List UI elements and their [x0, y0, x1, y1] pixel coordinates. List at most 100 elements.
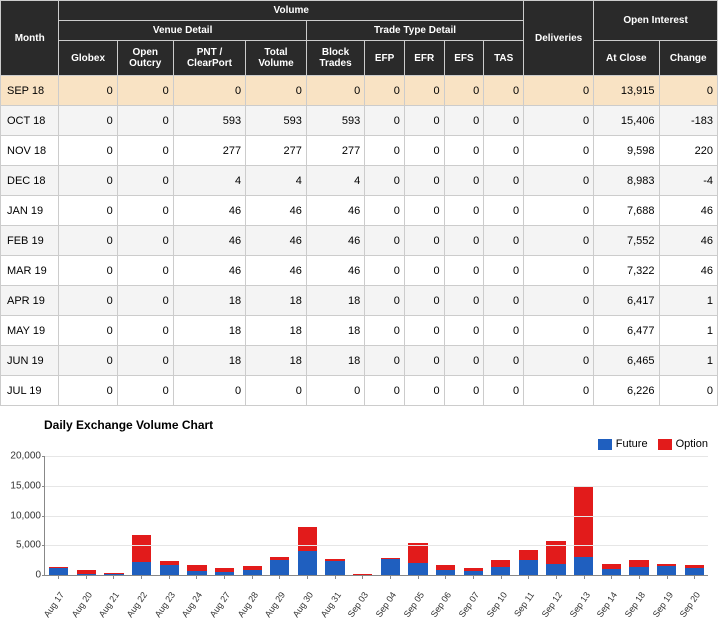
cell-totalvol: 4	[246, 166, 307, 196]
cell-block: 0	[306, 76, 364, 106]
cell-change: 0	[659, 376, 717, 406]
cell-globex: 0	[59, 346, 117, 376]
x-tick-label: Sep 13	[567, 590, 592, 619]
bar-segment-future	[657, 566, 676, 575]
bar-segment-option	[464, 568, 483, 572]
cell-block: 46	[306, 226, 364, 256]
cell-totalvol: 18	[246, 286, 307, 316]
colgroup-volume: Volume	[59, 1, 524, 21]
bar-segment-option	[104, 573, 123, 574]
cell-efr: 0	[404, 226, 444, 256]
x-tick-label: Sep 07	[456, 590, 481, 619]
x-tick-label: Sep 14	[595, 590, 620, 619]
legend-swatch	[598, 439, 612, 450]
bar-segment-future	[187, 571, 206, 575]
bar-segment-future	[464, 571, 483, 575]
table-row: JUL 1900000000006,2260	[1, 376, 718, 406]
cell-efr: 0	[404, 376, 444, 406]
cell-atclose: 6,465	[594, 346, 659, 376]
bar-segment-future	[325, 561, 344, 575]
cell-pnt: 4	[173, 166, 245, 196]
bar-segment-option	[491, 560, 510, 567]
bar-segment-future	[408, 563, 427, 575]
bar-segment-option	[657, 564, 676, 566]
cell-efs: 0	[444, 316, 484, 346]
cell-efr: 0	[404, 316, 444, 346]
cell-efs: 0	[444, 196, 484, 226]
cell-tas: 0	[484, 376, 524, 406]
cell-pnt: 593	[173, 106, 245, 136]
y-tick-label: 5,000	[16, 540, 45, 551]
cell-deliveries: 0	[524, 286, 594, 316]
cell-block: 593	[306, 106, 364, 136]
cell-outcry: 0	[117, 196, 173, 226]
table-row: APR 1900181818000006,4171	[1, 286, 718, 316]
cell-efp: 0	[365, 136, 405, 166]
cell-efp: 0	[365, 346, 405, 376]
cell-pnt: 18	[173, 346, 245, 376]
colgroup-venue-detail: Venue Detail	[59, 21, 306, 41]
cell-globex: 0	[59, 286, 117, 316]
x-tick-label: Aug 31	[318, 590, 343, 619]
cell-month: JAN 19	[1, 196, 59, 226]
chart-legend: FutureOption	[588, 438, 708, 450]
cell-tas: 0	[484, 346, 524, 376]
cell-month: NOV 18	[1, 136, 59, 166]
col-at-close: At Close	[594, 41, 659, 76]
cell-outcry: 0	[117, 226, 173, 256]
cell-efs: 0	[444, 226, 484, 256]
cell-efs: 0	[444, 166, 484, 196]
bar-segment-future	[574, 557, 593, 575]
cell-block: 46	[306, 196, 364, 226]
bar-segment-future	[491, 567, 510, 575]
cell-efr: 0	[404, 166, 444, 196]
cell-totalvol: 46	[246, 226, 307, 256]
cell-atclose: 6,477	[594, 316, 659, 346]
cell-atclose: 7,322	[594, 256, 659, 286]
col-efs: EFS	[444, 41, 484, 76]
cell-atclose: 6,417	[594, 286, 659, 316]
bar-segment-future	[685, 568, 704, 575]
cell-pnt: 18	[173, 316, 245, 346]
cell-atclose: 13,915	[594, 76, 659, 106]
cell-deliveries: 0	[524, 346, 594, 376]
cell-deliveries: 0	[524, 226, 594, 256]
cell-change: 220	[659, 136, 717, 166]
bar-segment-future	[270, 560, 289, 575]
cell-efp: 0	[365, 376, 405, 406]
cell-deliveries: 0	[524, 256, 594, 286]
cell-deliveries: 0	[524, 166, 594, 196]
cell-outcry: 0	[117, 136, 173, 166]
bar-segment-future	[602, 569, 621, 575]
bar-segment-option	[160, 561, 179, 566]
cell-outcry: 0	[117, 106, 173, 136]
cell-month: DEC 18	[1, 166, 59, 196]
col-pnt-clearport: PNT / ClearPort	[173, 41, 245, 76]
cell-pnt: 46	[173, 256, 245, 286]
bar-segment-option	[49, 567, 68, 568]
table-row: NOV 1800277277277000009,598220	[1, 136, 718, 166]
bar-segment-option	[298, 527, 317, 551]
table-row: MAR 1900464646000007,32246	[1, 256, 718, 286]
bar-segment-option	[574, 486, 593, 557]
cell-deliveries: 0	[524, 136, 594, 166]
cell-change: -183	[659, 106, 717, 136]
cell-totalvol: 18	[246, 346, 307, 376]
x-tick-label: Sep 04	[373, 590, 398, 619]
y-tick-label: 10,000	[10, 510, 45, 521]
cell-efp: 0	[365, 196, 405, 226]
cell-change: -4	[659, 166, 717, 196]
cell-pnt: 0	[173, 376, 245, 406]
cell-atclose: 7,688	[594, 196, 659, 226]
col-month: Month	[1, 1, 59, 76]
cell-efr: 0	[404, 346, 444, 376]
cell-totalvol: 46	[246, 196, 307, 226]
cell-atclose: 9,598	[594, 136, 659, 166]
cell-change: 46	[659, 196, 717, 226]
cell-outcry: 0	[117, 166, 173, 196]
bar-segment-future	[436, 570, 455, 575]
bar-segment-future	[49, 568, 68, 575]
legend-label: Future	[616, 438, 648, 450]
table-row: OCT 18005935935930000015,406-183	[1, 106, 718, 136]
cell-efs: 0	[444, 376, 484, 406]
